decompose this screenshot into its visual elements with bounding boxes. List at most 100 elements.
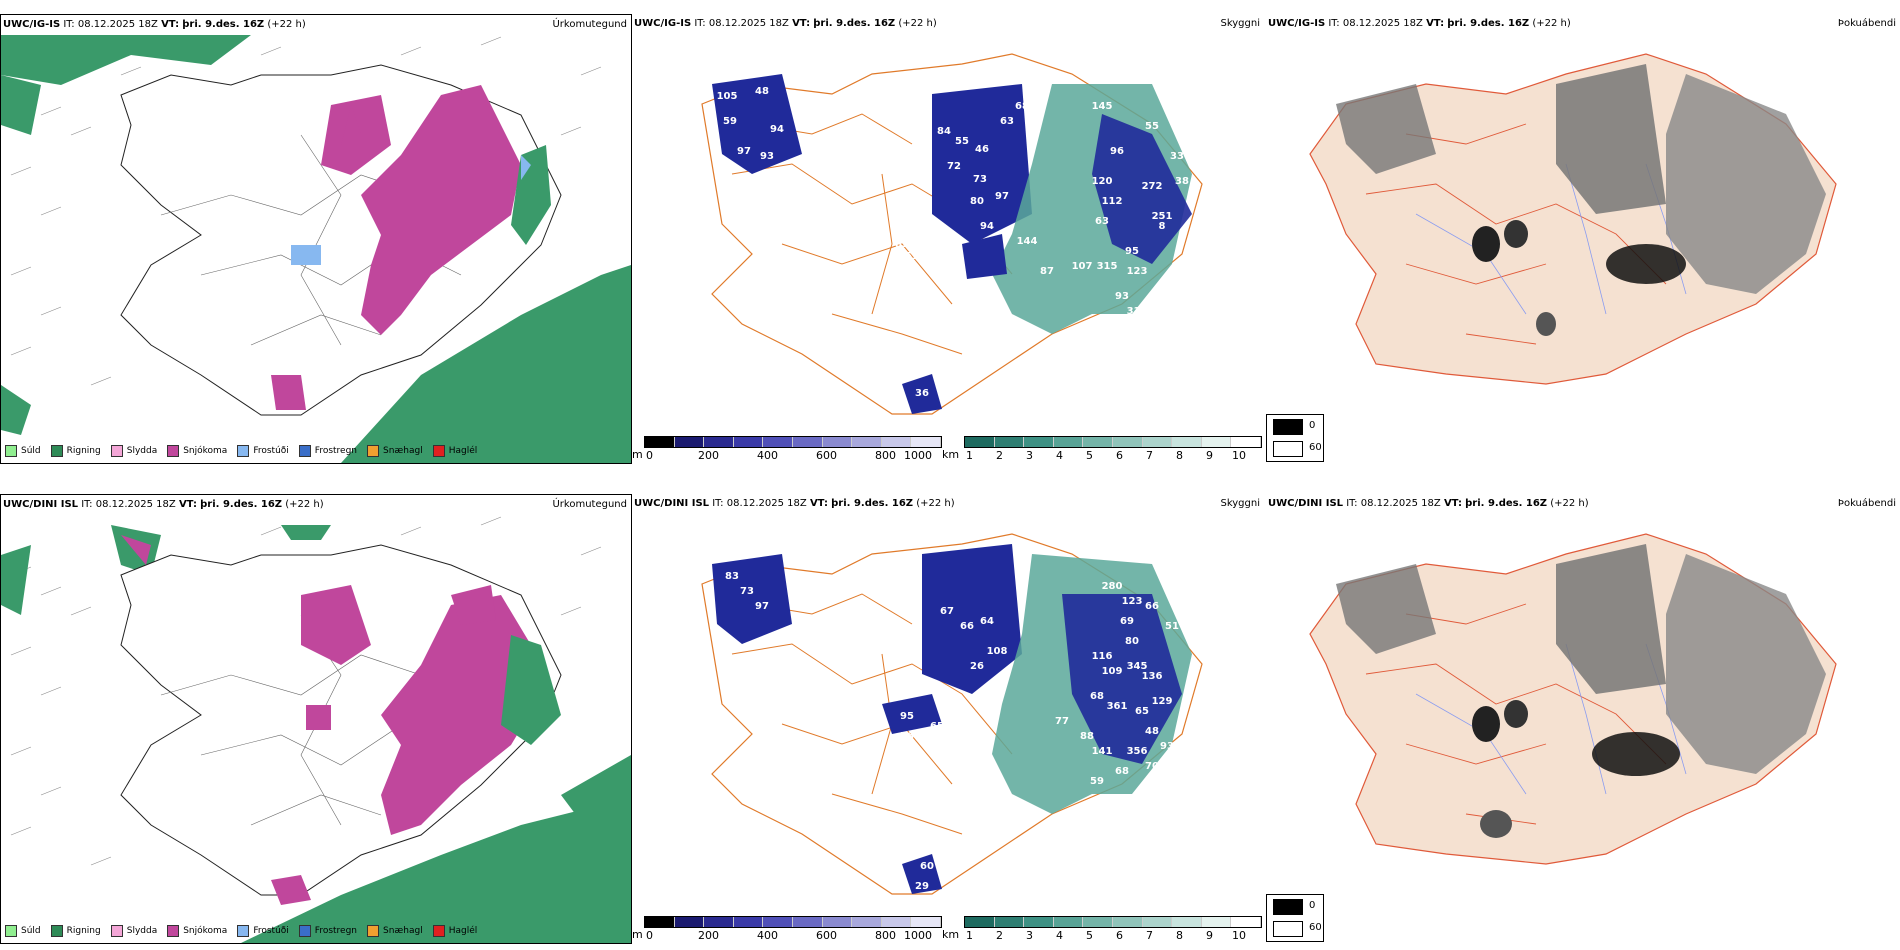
fog-legend-box: 0 60: [1266, 414, 1324, 462]
cloud-panel-2: UWC/DINI ISL IT: 08.12.2025 18Z VT: þri.…: [632, 494, 1264, 942]
colorbar-unit: km: [942, 448, 960, 461]
visibility-colorbar: km 1 2 3 4 5 6 7 8 9 10: [942, 916, 1264, 942]
map-value-label: 36: [915, 388, 929, 399]
panel-title: Úrkomutegund: [552, 499, 627, 510]
map-value-label: 63: [1000, 116, 1014, 127]
legend-item: Frostúði: [237, 445, 289, 457]
colorbar-tick: 2: [996, 449, 1003, 462]
legend-swatch: [237, 925, 250, 937]
panel-header: UWC/IG-IS IT: 08.12.2025 18Z VT: þri. 9.…: [634, 18, 937, 29]
precip-legend: Súld Rigning Slydda Snjókoma Frostúði Fr…: [5, 445, 477, 457]
visibility-colorbar: km 1 2 3 4 5 6 7 8 9 10: [942, 436, 1264, 462]
precip-map-1: [1, 35, 631, 463]
colorbar-tick: 800: [875, 449, 896, 462]
colorbar-tick: 1: [966, 449, 973, 462]
map-value-label: 83: [895, 239, 909, 250]
legend-swatch: [167, 445, 180, 457]
fog-map-1: [1309, 53, 1837, 385]
cloud-base-colorbar: m 0 200 400 600 800 1000: [632, 916, 942, 942]
colorbar-strip: [644, 436, 942, 448]
map-value-label: 26: [970, 661, 984, 672]
fog-swatch-dark: [1273, 899, 1303, 915]
legend-item: Snæhagl: [367, 445, 423, 457]
map-value-label: 68: [1115, 766, 1129, 777]
colorbar-tick: 5: [1086, 449, 1093, 462]
legend-swatch: [237, 445, 250, 457]
precip-panel-2: UWC/DINI ISL IT: 08.12.2025 18Z VT: þri.…: [0, 494, 632, 944]
legend-item: Snæhagl: [367, 925, 423, 937]
legend-item: Rigning: [50, 925, 101, 937]
panel-title: Þokuábendi: [1837, 18, 1896, 29]
map-value-label: 123: [1127, 266, 1148, 277]
colorbar-tick: 4: [1056, 449, 1063, 462]
legend-swatch: [298, 925, 311, 937]
map-value-label: 356: [1127, 746, 1148, 757]
map-value-label: 97: [995, 191, 1009, 202]
map-value-label: 109: [1102, 666, 1123, 677]
map-value-label: 94: [770, 124, 784, 135]
legend-item: Slydda: [110, 445, 157, 457]
map-value-label: 8: [1159, 221, 1166, 232]
map-value-label: 107: [1072, 261, 1093, 272]
colorbar-tick: 400: [757, 929, 778, 942]
colorbar-tick: 10: [1232, 449, 1246, 462]
colorbar-tick: 6: [1116, 449, 1123, 462]
panel-header: UWC/DINI ISL IT: 08.12.2025 18Z VT: þri.…: [634, 498, 955, 509]
legend-item: Snjókoma: [167, 445, 227, 457]
legend-swatch: [432, 445, 445, 457]
panel-header: UWC/DINI ISL IT: 08.12.2025 18Z VT: þri.…: [1268, 498, 1589, 509]
panel-title: Úrkomutegund: [552, 19, 627, 30]
cloud-base-colorbar: m 0 200 400 600 800 1000: [632, 436, 942, 462]
colorbar-tick: 1000: [904, 929, 932, 942]
map-value-label: 120: [1092, 176, 1113, 187]
map-value-label: 60: [920, 861, 934, 872]
map-value-label: 73: [973, 174, 987, 185]
colorbar-tick: 8: [1176, 449, 1183, 462]
legend-item: Frostregn: [298, 445, 357, 457]
colorbar-tick: 7: [1146, 449, 1153, 462]
fog-legend-label: 60: [1309, 442, 1322, 453]
map-value-label: 251: [1152, 211, 1173, 222]
map-value-label: 51: [905, 251, 919, 262]
map-value-label: 48: [1145, 726, 1159, 737]
map-value-label: 315: [1097, 261, 1118, 272]
precip-map-2: [1, 516, 631, 943]
map-value-label: 70: [1145, 761, 1159, 772]
legend-swatch: [50, 925, 63, 937]
colorbar-tick: 7: [1146, 929, 1153, 942]
map-value-label: 88: [1080, 731, 1094, 742]
map-value-label: 97: [755, 601, 769, 612]
legend-item: Frostúði: [237, 925, 289, 937]
map-value-label: 73: [740, 586, 754, 597]
legend-item: Súld: [5, 445, 41, 457]
map-value-label: 66: [1145, 601, 1159, 612]
legend-swatch: [5, 925, 17, 937]
legend-item: Snjókoma: [167, 925, 227, 937]
map-value-label: 72: [947, 161, 961, 172]
panel-header: UWC/IG-IS IT: 08.12.2025 18Z VT: þri. 9.…: [1268, 18, 1571, 29]
map-value-label: 93: [1160, 741, 1174, 752]
panel-title: Skyggni: [1220, 498, 1260, 509]
map-value-label: 272: [1142, 181, 1163, 192]
legend-swatch: [5, 445, 17, 457]
map-value-label: 123: [1122, 596, 1143, 607]
map-value-label: 69: [1120, 616, 1134, 627]
colorbar-tick: 3: [1026, 929, 1033, 942]
fog-swatch-light: [1273, 441, 1303, 457]
colorbar-tick: 8: [1176, 929, 1183, 942]
precip-panel-1: UWC/IG-IS IT: 08.12.2025 18Z VT: þri. 9.…: [0, 14, 632, 464]
map-value-label: 345: [1127, 661, 1148, 672]
map-value-label: 67: [940, 606, 954, 617]
fog-legend-label: 0: [1309, 420, 1316, 431]
colorbar-tick: 4: [1056, 929, 1063, 942]
map-value-label: 80: [970, 196, 984, 207]
map-value-label: 94: [980, 221, 994, 232]
map-value-label: 48: [755, 86, 769, 97]
map-value-label: 145: [1092, 101, 1113, 112]
map-value-label: 51: [1165, 621, 1179, 632]
legend-item: Slydda: [110, 925, 157, 937]
map-value-label: 108: [987, 646, 1008, 657]
map-value-label: 29: [915, 881, 929, 892]
map-value-label: 45: [1085, 321, 1099, 332]
